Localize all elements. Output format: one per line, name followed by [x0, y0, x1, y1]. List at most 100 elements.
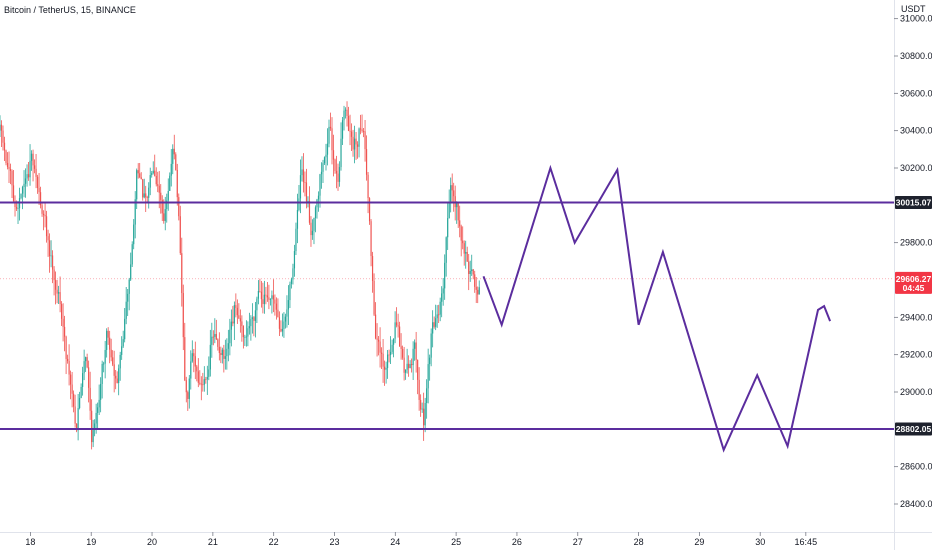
candle-body[interactable]: [247, 328, 249, 337]
candle-body[interactable]: [478, 287, 480, 295]
candle-body[interactable]: [199, 382, 201, 384]
candle-body[interactable]: [389, 351, 392, 356]
candle-body[interactable]: [254, 310, 256, 321]
candle-body[interactable]: [194, 356, 196, 367]
candle-body[interactable]: [124, 318, 126, 340]
candle-body[interactable]: [263, 294, 266, 305]
candle-body[interactable]: [191, 353, 193, 362]
candle-body[interactable]: [11, 170, 13, 186]
candle-body[interactable]: [200, 383, 202, 385]
candle-body[interactable]: [109, 337, 111, 350]
candle-body[interactable]: [274, 299, 276, 304]
candle-body[interactable]: [137, 170, 139, 174]
candle-body[interactable]: [139, 173, 141, 178]
candle-body[interactable]: [393, 338, 395, 345]
candle-body[interactable]: [304, 182, 306, 183]
candle-body[interactable]: [356, 144, 359, 147]
candle-body[interactable]: [370, 221, 372, 257]
candle-body[interactable]: [170, 163, 172, 176]
candle-body[interactable]: [176, 169, 178, 198]
candle-body[interactable]: [335, 170, 338, 174]
candle-body[interactable]: [423, 408, 425, 426]
candle-body[interactable]: [257, 290, 259, 299]
candle-body[interactable]: [396, 322, 398, 326]
candle-body[interactable]: [48, 240, 51, 257]
candle-body[interactable]: [245, 336, 247, 338]
candle-body[interactable]: [418, 379, 420, 400]
candle-body[interactable]: [462, 240, 464, 244]
candle-body[interactable]: [332, 150, 335, 160]
candle-body[interactable]: [474, 274, 476, 287]
candle-body[interactable]: [232, 321, 234, 324]
candle-body[interactable]: [221, 349, 223, 356]
candle-body[interactable]: [115, 375, 117, 379]
candle-body[interactable]: [466, 251, 468, 262]
candle-body[interactable]: [179, 216, 181, 254]
candle-body[interactable]: [259, 290, 261, 292]
candle-body[interactable]: [29, 160, 31, 178]
candle-body[interactable]: [329, 126, 332, 129]
candle-body[interactable]: [211, 336, 213, 345]
candle-body[interactable]: [45, 216, 48, 237]
candle-body[interactable]: [408, 363, 410, 369]
candle-body[interactable]: [412, 348, 414, 366]
candle-body[interactable]: [444, 262, 446, 289]
candle-body[interactable]: [248, 326, 250, 329]
candle-body[interactable]: [453, 190, 455, 197]
candle-body[interactable]: [313, 218, 315, 231]
candle-body[interactable]: [149, 175, 151, 188]
candle-body[interactable]: [125, 301, 127, 319]
candle-body[interactable]: [63, 326, 66, 337]
candle-body[interactable]: [184, 337, 186, 381]
projection-path[interactable]: [482, 164, 832, 453]
candle-body[interactable]: [42, 213, 45, 216]
candle-body[interactable]: [15, 206, 18, 209]
candle-body[interactable]: [472, 269, 474, 275]
candle-body[interactable]: [67, 358, 69, 362]
candle-body[interactable]: [239, 318, 241, 322]
candle-body[interactable]: [133, 224, 135, 245]
candle-body[interactable]: [394, 322, 396, 339]
candle-body[interactable]: [251, 317, 253, 320]
candle-body[interactable]: [442, 288, 444, 294]
candle-body[interactable]: [358, 128, 360, 147]
candle-body[interactable]: [319, 174, 321, 196]
candle-body[interactable]: [391, 344, 393, 352]
candle-body[interactable]: [238, 315, 240, 319]
candle-body[interactable]: [331, 128, 333, 151]
candle-body[interactable]: [226, 348, 228, 357]
candle-body[interactable]: [463, 243, 465, 254]
candle-body[interactable]: [178, 197, 180, 217]
candle-body[interactable]: [36, 176, 39, 189]
candle-body[interactable]: [218, 346, 220, 354]
candle-body[interactable]: [266, 295, 269, 298]
candle-body[interactable]: [57, 292, 60, 294]
candle-body[interactable]: [41, 205, 43, 214]
candle-body[interactable]: [417, 359, 419, 380]
candle-body[interactable]: [433, 322, 435, 327]
candle-body[interactable]: [295, 228, 297, 252]
candle-body[interactable]: [185, 380, 187, 393]
candle-body[interactable]: [236, 307, 238, 316]
candle-body[interactable]: [447, 218, 449, 238]
candle-body[interactable]: [80, 386, 82, 398]
candle-body[interactable]: [281, 328, 284, 332]
candle-body[interactable]: [383, 366, 386, 370]
candle-body[interactable]: [235, 305, 237, 308]
candle-body[interactable]: [322, 163, 324, 172]
candle-body[interactable]: [143, 193, 145, 198]
candle-body[interactable]: [397, 325, 399, 327]
candle-body[interactable]: [151, 173, 153, 176]
candle-body[interactable]: [376, 338, 378, 340]
candle-body[interactable]: [173, 148, 175, 155]
candle-body[interactable]: [459, 220, 461, 227]
candle-body[interactable]: [154, 170, 156, 176]
candle-body[interactable]: [20, 193, 22, 199]
candle-body[interactable]: [424, 402, 426, 426]
candle-body[interactable]: [475, 286, 477, 290]
candle-body[interactable]: [91, 410, 93, 443]
candle-body[interactable]: [2, 130, 4, 143]
candle-body[interactable]: [269, 298, 272, 300]
candle-body[interactable]: [86, 357, 88, 368]
